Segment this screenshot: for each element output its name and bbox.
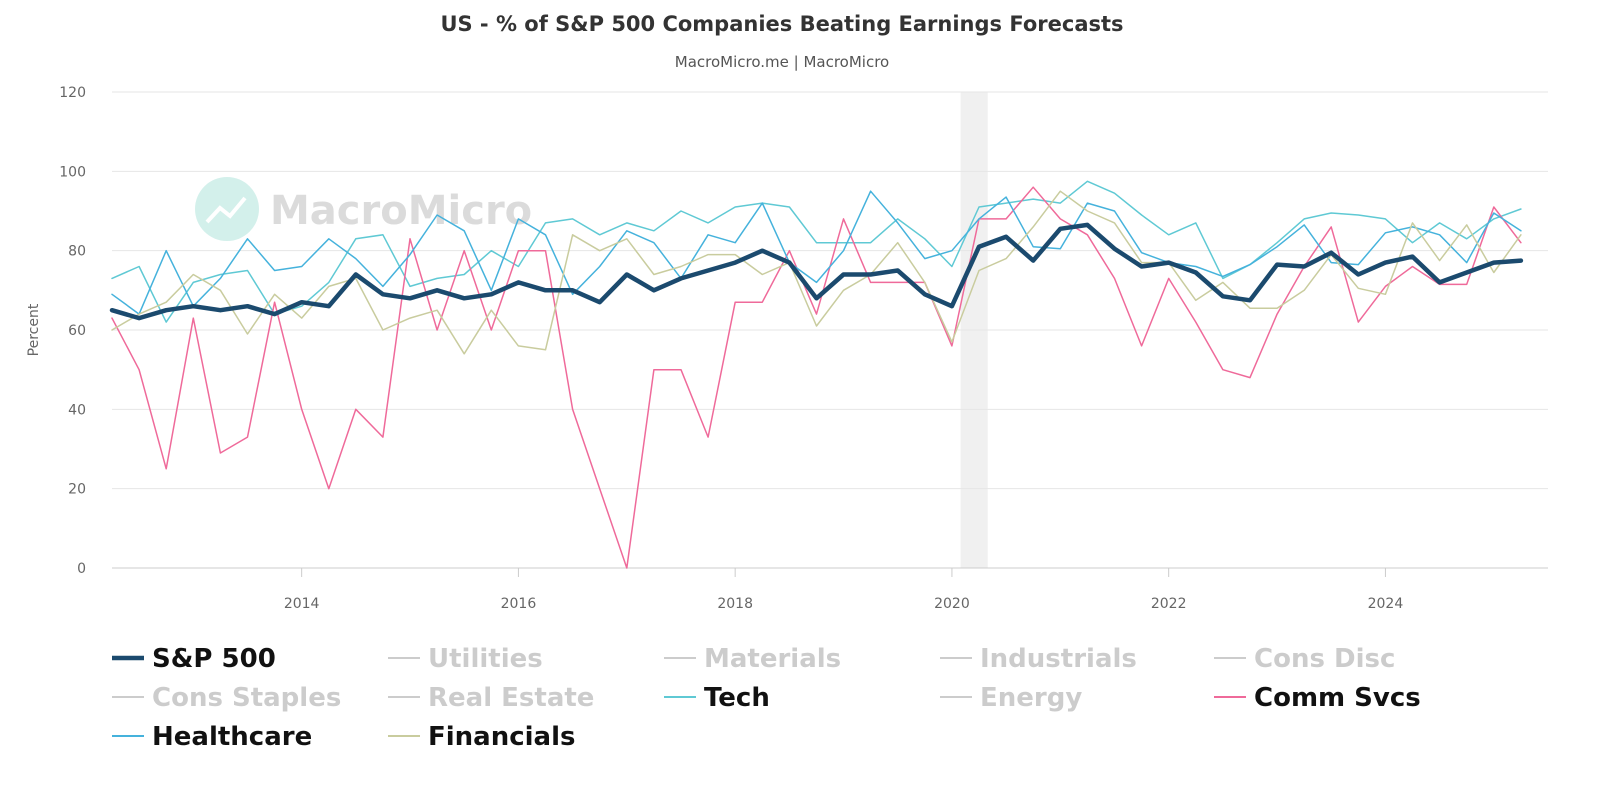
series-line-tech	[111, 180, 1522, 323]
legend-item-industrials[interactable]: Industrials	[940, 644, 1137, 674]
x-tick-label: 2018	[717, 596, 753, 612]
y-tick-label: 100	[59, 164, 86, 180]
legend: S&P 500 Utilities Materials Industrials Cons…	[112, 644, 1421, 752]
legend-label: Healthcare	[152, 722, 312, 752]
y-tick-label: 0	[77, 561, 86, 577]
legend-label: Real Estate	[428, 683, 594, 713]
chart-subtitle: MacroMicro.me | MacroMicro	[675, 53, 889, 71]
macromicro-logo-icon	[195, 177, 259, 241]
legend-item-cons-disc[interactable]: Cons Disc	[1214, 644, 1395, 674]
y-tick-label: 80	[68, 244, 86, 260]
legend-label: Tech	[704, 683, 770, 713]
legend-item-energy[interactable]: Energy	[940, 683, 1082, 713]
series-line-s-p-500	[109, 222, 1524, 321]
x-tick-label: 2014	[284, 596, 320, 612]
series-line-healthcare	[111, 190, 1522, 315]
legend-label: Industrials	[980, 644, 1137, 674]
y-tick-label: 20	[68, 482, 86, 498]
y-axis-label: Percent	[26, 303, 42, 356]
legend-item-real-estate[interactable]: Real Estate	[388, 683, 594, 713]
legend-label: Materials	[704, 644, 841, 674]
watermark-text: MacroMicro	[270, 188, 532, 234]
legend-label: Cons Staples	[152, 683, 341, 713]
legend-item-tech[interactable]: Tech	[664, 683, 770, 713]
legend-label: S&P 500	[152, 644, 276, 674]
legend-item-cons-staples[interactable]: Cons Staples	[112, 683, 341, 713]
legend-item-s-p-500[interactable]: S&P 500	[112, 644, 276, 674]
legend-item-utilities[interactable]: Utilities	[388, 644, 543, 674]
y-tick-label: 60	[68, 323, 86, 339]
legend-label: Energy	[980, 683, 1082, 713]
legend-item-materials[interactable]: Materials	[664, 644, 841, 674]
y-tick-label: 40	[68, 402, 86, 418]
logo-trend-mark	[205, 196, 247, 224]
series-line-comm-svcs	[111, 186, 1522, 569]
legend-label: Financials	[428, 722, 576, 752]
x-tick-label: 2022	[1151, 596, 1187, 612]
x-tick-label: 2024	[1368, 596, 1404, 612]
x-tick-label: 2020	[934, 596, 970, 612]
chart-title: US - % of S&P 500 Companies Beating Earn…	[440, 12, 1123, 36]
series-line-financials	[111, 190, 1522, 355]
legend-label: Utilities	[428, 644, 543, 674]
watermark: MacroMicro	[195, 177, 532, 241]
plot-area: 0 20 40 60 80 100 120 2014 2016 2018 2020 2022 2024	[59, 85, 1548, 612]
legend-item-comm-svcs[interactable]: Comm Svcs	[1214, 683, 1421, 713]
legend-item-financials[interactable]: Financials	[388, 722, 576, 752]
legend-label: Comm Svcs	[1254, 683, 1421, 713]
x-tick-label: 2016	[501, 596, 537, 612]
legend-label: Cons Disc	[1254, 644, 1395, 674]
y-tick-label: 120	[59, 85, 86, 101]
legend-item-healthcare[interactable]: Healthcare	[112, 722, 312, 752]
